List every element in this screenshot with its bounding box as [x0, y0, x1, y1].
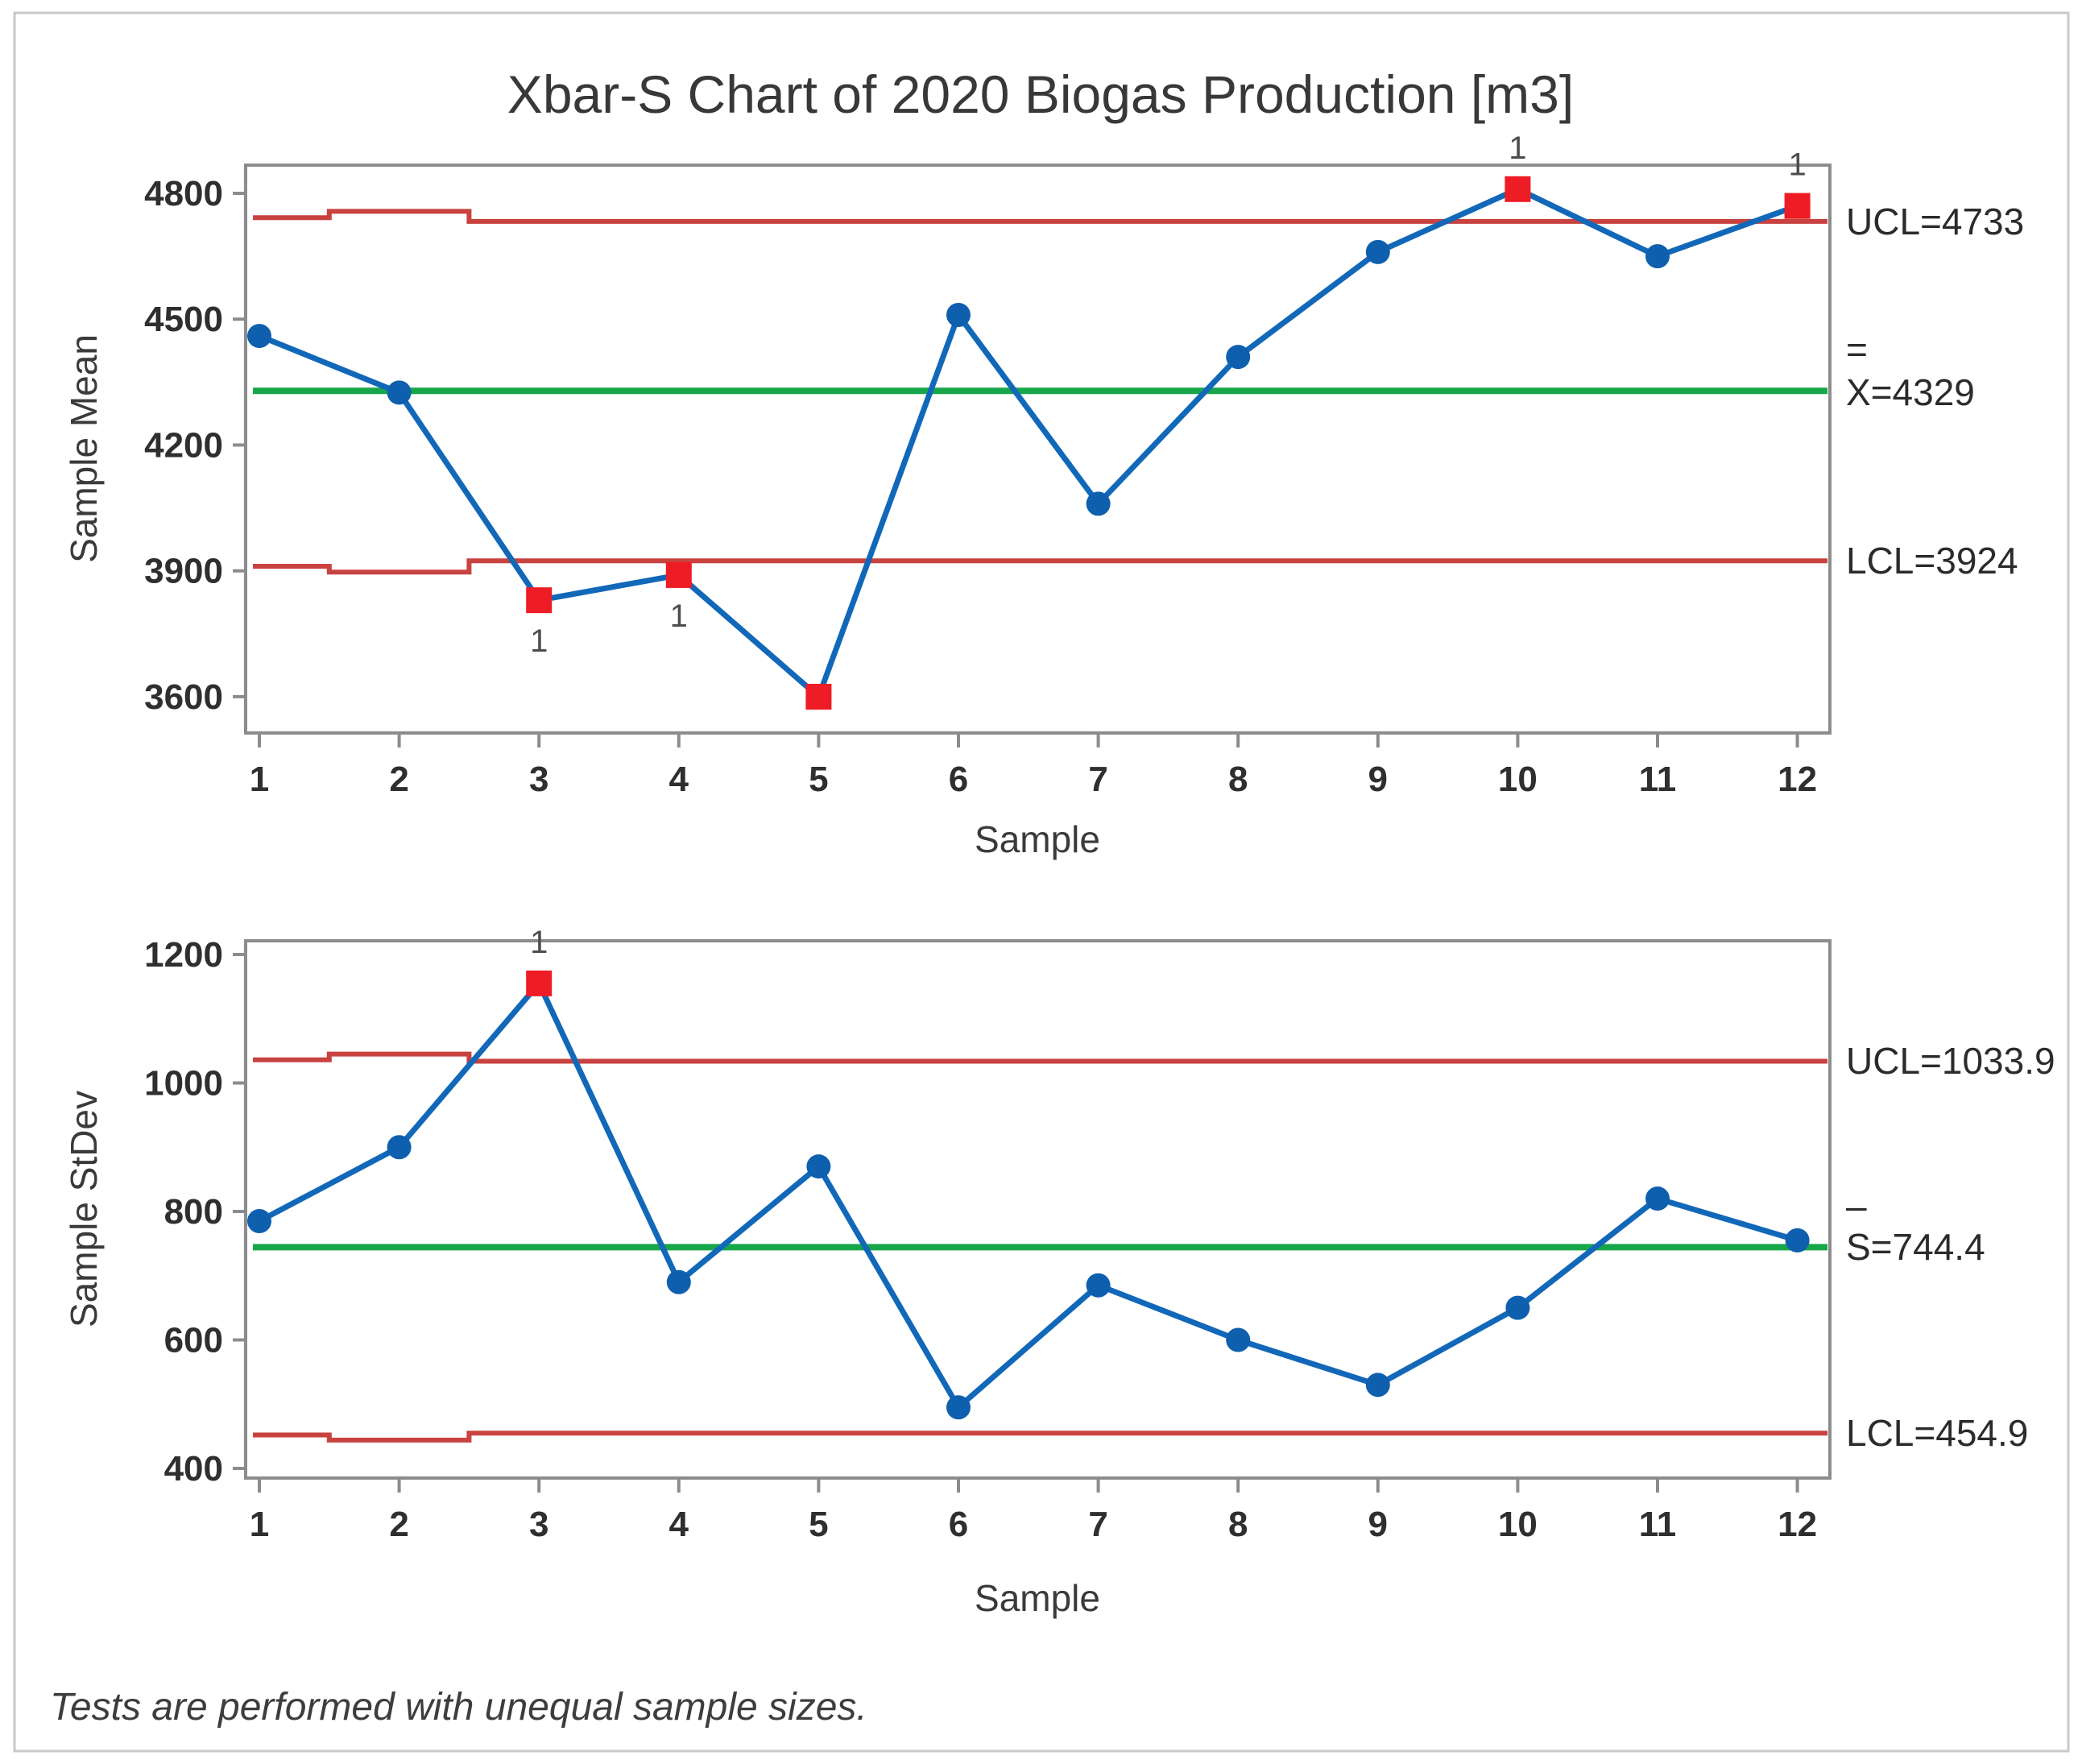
data-point-sample-6 [946, 303, 971, 328]
flagged-point-sample-10 [1505, 176, 1531, 202]
x-axis-title-bottom: Sample [975, 1577, 1100, 1619]
xbar-label: X=4329 [1846, 371, 1975, 413]
x-tick-label: 11 [1639, 1505, 1677, 1544]
x-tick-label: 7 [1088, 760, 1107, 799]
flagged-point-sample-5 [805, 683, 832, 710]
out-of-control-label-sample-12: 1 [1788, 147, 1806, 183]
data-point-sample-2 [387, 1135, 412, 1160]
flagged-point-sample-12 [1784, 193, 1811, 219]
out-of-control-label-sample-4: 1 [670, 598, 688, 634]
chart-title: Xbar-S Chart of 2020 Biogas Production [… [507, 64, 1574, 124]
data-point-sample-1 [247, 324, 271, 349]
data-point-sample-9 [1365, 1373, 1390, 1398]
data-point-sample-5 [806, 1154, 831, 1179]
y-tick-label: 1200 [144, 935, 223, 975]
data-point-sample-10 [1505, 1295, 1530, 1320]
plot-frame [244, 939, 1832, 1480]
y-tick-label: 4200 [144, 425, 223, 465]
x-tick-label: 10 [1498, 1505, 1538, 1544]
x-tick-label: 5 [809, 760, 828, 799]
lcl-label-top: LCL=3924 [1846, 540, 2018, 582]
x-tick-label: 6 [949, 760, 968, 799]
sbar-bar: – [1846, 1185, 1867, 1227]
x-tick-label: 4 [669, 1505, 689, 1544]
y-tick-label: 400 [164, 1449, 223, 1489]
y-tick-label: 600 [164, 1321, 223, 1360]
ucl-line [253, 209, 1827, 224]
ucl-label-bottom: UCL=1033.9 [1846, 1040, 2055, 1082]
y-axis-title-mean: Sample Mean [63, 334, 105, 563]
figure-border [13, 11, 2070, 1753]
x-tick-label: 9 [1368, 1505, 1388, 1544]
data-point-sample-6 [946, 1395, 971, 1420]
out-of-control-label-sample-3: 1 [530, 925, 548, 960]
ucl-line [253, 1051, 1827, 1064]
data-point-sample-7 [1086, 1273, 1111, 1298]
y-tick-label: 3600 [144, 677, 223, 717]
xbar-doublebar: = [1846, 329, 1868, 371]
x-tick-label: 9 [1368, 760, 1388, 799]
series-line [258, 980, 1798, 1410]
y-tick-label: 800 [164, 1192, 223, 1232]
y-tick-label: 4800 [144, 174, 223, 213]
x-tick-label: 8 [1228, 1505, 1248, 1544]
flagged-point-sample-3 [526, 587, 553, 614]
footnote: Tests are performed with unequal sample … [50, 1686, 867, 1729]
y-axis-title-stdev: Sample StDev [63, 1091, 105, 1327]
sbar-label: S=744.4 [1846, 1226, 1985, 1268]
x-tick-label: 2 [389, 760, 408, 799]
x-tick-label: 12 [1778, 1505, 1817, 1544]
data-point-sample-9 [1365, 239, 1390, 264]
series-line [258, 186, 1798, 700]
x-tick-label: 4 [669, 760, 689, 799]
y-tick-label: 3900 [144, 552, 223, 591]
lcl-line [253, 558, 1827, 575]
x-axis-title-top: Sample [975, 818, 1100, 860]
x-tick-label: 12 [1778, 760, 1817, 799]
x-tick-label: 3 [529, 1505, 548, 1544]
out-of-control-label-sample-3: 1 [530, 623, 548, 659]
ucl-label-top: UCL=4733 [1846, 201, 2024, 242]
data-point-sample-12 [1785, 1228, 1810, 1253]
x-tick-label: 8 [1228, 760, 1248, 799]
y-tick-label: 4500 [144, 300, 223, 339]
data-point-sample-1 [247, 1208, 271, 1233]
y-tick-label: 1000 [144, 1064, 223, 1104]
data-point-sample-2 [387, 380, 412, 405]
x-tick-label: 2 [389, 1505, 408, 1544]
flagged-point-sample-4 [665, 561, 692, 588]
out-of-control-label-sample-10: 1 [1509, 130, 1526, 166]
x-tick-label: 6 [949, 1505, 968, 1544]
x-tick-label: 1 [250, 1505, 269, 1544]
x-tick-label: 5 [809, 1505, 828, 1544]
data-point-sample-11 [1645, 244, 1670, 269]
data-point-sample-7 [1086, 491, 1111, 516]
data-point-sample-8 [1226, 345, 1251, 370]
x-tick-label: 3 [529, 760, 548, 799]
lcl-label-bottom: LCL=454.9 [1846, 1412, 2028, 1454]
data-point-sample-8 [1226, 1327, 1251, 1352]
plot-frame [244, 164, 1832, 735]
x-tick-label: 7 [1088, 1505, 1107, 1544]
x-tick-label: 10 [1498, 760, 1538, 799]
x-tick-label: 11 [1639, 760, 1677, 799]
lcl-line [253, 1431, 1827, 1443]
flagged-point-sample-3 [526, 970, 553, 996]
x-tick-label: 1 [250, 760, 269, 799]
data-point-sample-11 [1645, 1186, 1670, 1211]
data-point-sample-4 [666, 1269, 691, 1294]
